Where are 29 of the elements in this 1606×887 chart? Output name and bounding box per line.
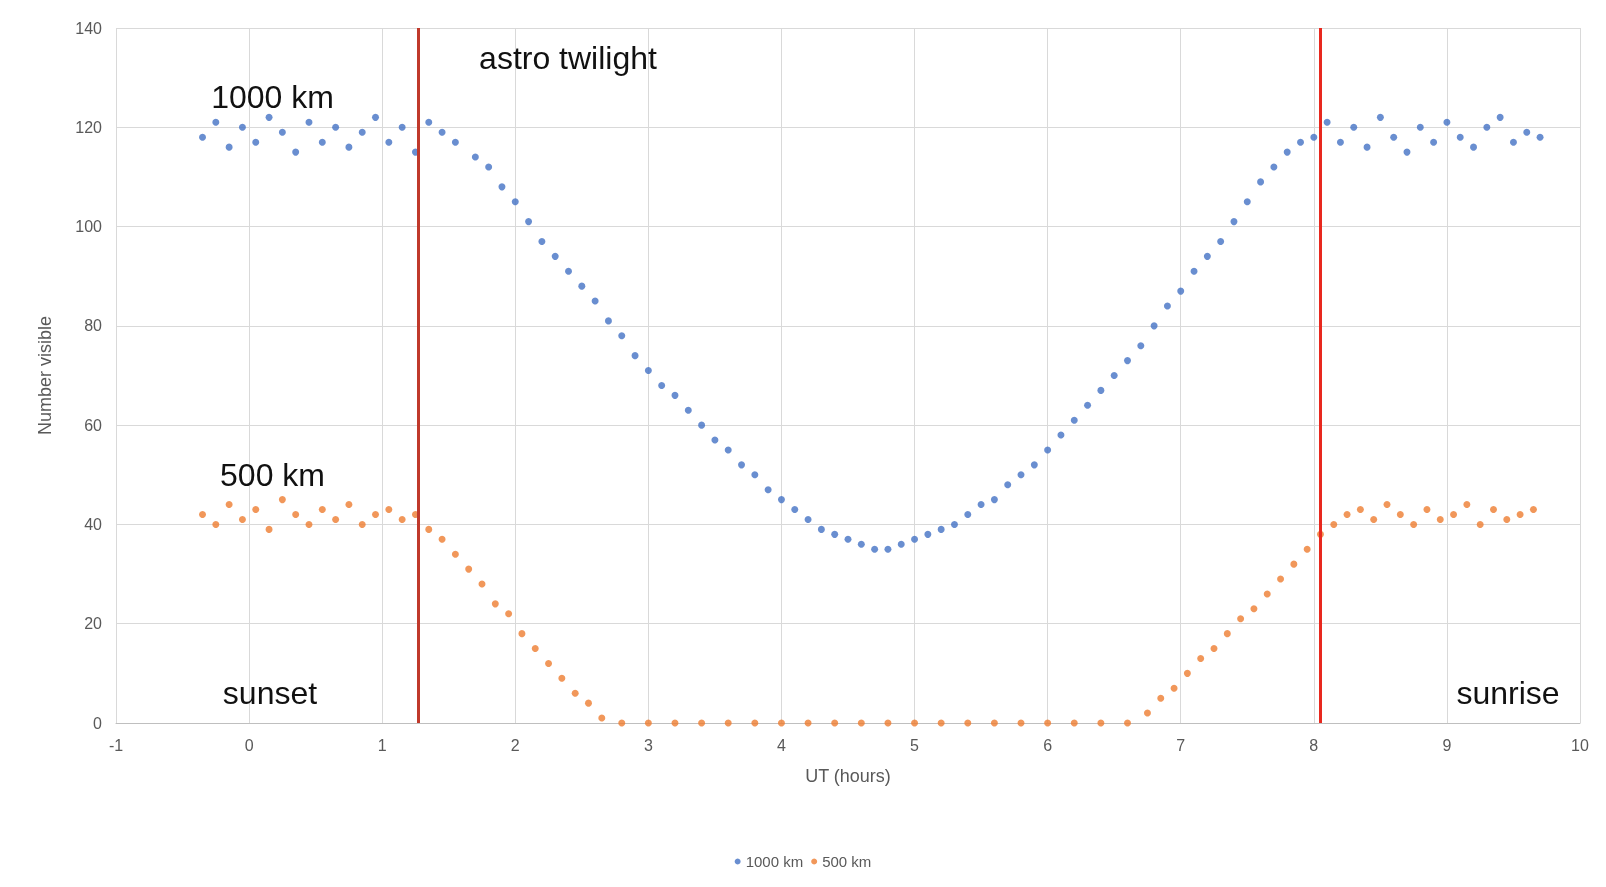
x-tick-label: 3 xyxy=(643,736,653,754)
y-tick-label: 60 xyxy=(84,416,103,434)
y-tick-label: 100 xyxy=(75,218,103,236)
y-axis-title: Number visible xyxy=(35,315,55,436)
x-tick-label: 7 xyxy=(1176,736,1186,754)
y-tick-label: 80 xyxy=(84,317,103,335)
x-tick-label: 5 xyxy=(910,736,920,754)
x-tick-label: 9 xyxy=(1442,736,1452,754)
x-tick-label: 0 xyxy=(244,736,254,754)
y-tick-label: 140 xyxy=(75,19,103,37)
x-tick-label: 1 xyxy=(377,736,387,754)
annotation: astro twilight xyxy=(479,40,658,76)
legend-label: 500 km xyxy=(822,853,872,870)
text: 1000 km xyxy=(211,79,334,116)
legend-label: 1000 km xyxy=(745,853,804,870)
x-tick-label: 10 xyxy=(1571,736,1589,754)
y-tick-label: 20 xyxy=(84,615,103,633)
y-tick-label: 40 xyxy=(84,515,103,533)
x-tick-label: 8 xyxy=(1309,736,1319,754)
y-tick-label: 0 xyxy=(93,714,103,732)
annotation: sunset xyxy=(222,675,318,711)
x-tick-label: -1 xyxy=(108,736,124,754)
text: 500 km xyxy=(220,456,325,493)
x-tick-label: 2 xyxy=(510,736,520,754)
x-axis-title: UT (hours) xyxy=(805,766,891,786)
y-tick-label: 120 xyxy=(75,118,103,136)
x-tick-label: 4 xyxy=(777,736,786,754)
annotation: sunrise xyxy=(1456,675,1560,711)
x-tick-label: 6 xyxy=(1043,736,1053,754)
